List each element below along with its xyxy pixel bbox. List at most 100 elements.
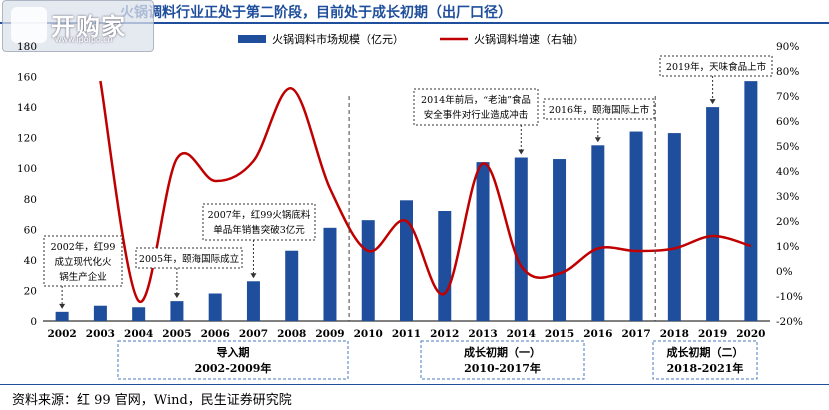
phase-name: 导入期 [217,345,250,359]
bar [285,250,299,321]
y-left-tick-label: 0 [30,316,37,328]
market-size-chart: 0 20 40 60 80 100 120 140 160 180 -20% -10% 0% 10% 20%… [17,32,803,380]
x-tick-label: 2020 [736,328,765,340]
bar [553,159,567,321]
x-tick-label: 2002 [48,328,77,340]
source-rule [0,384,829,385]
bar [323,227,337,321]
page-title: 火锅调料行业正处于第二阶段，目前处于成长初期（出厂口径） [120,5,512,21]
x-tick-label: 2009 [315,328,344,340]
bar [400,200,413,321]
bar [361,220,375,321]
annotation-box [659,55,773,77]
bar [132,307,146,321]
annotation-text: 2019年，天味食品上市 [666,61,767,73]
x-tick-label: 2019 [698,328,727,340]
x-tick-label: 2017 [621,328,650,340]
annotation-text: 2007年，红99火锅底料 [208,209,311,221]
y-right-tick-label: 20% [776,216,799,228]
x-tick-label: 2016 [583,328,612,340]
title-bar: 火锅调料行业正处于第二阶段，目前处于成长初期（出厂口径） [0,0,829,22]
annotation-text: 安全事件对行业造成冲击 [424,109,529,121]
y-left-tick-label: 20 [24,285,37,297]
bar [170,301,184,321]
bar [438,211,452,321]
y-right-tick-label: 50% [776,141,799,153]
phase-range: 2002-2009年 [195,361,272,375]
phase-box [117,340,349,380]
y-left-tick-label: 80 [24,194,37,206]
annotation-box [43,235,123,287]
annotation-arrow [59,303,66,309]
y-left-tick-label: 100 [17,163,37,175]
cart-icon [11,7,47,43]
bar [55,311,69,321]
x-tick-label: 2004 [124,328,153,340]
bar [476,162,490,321]
annotation-text: 2016年，颐海国际上市 [549,104,650,116]
annotation-arrow [518,149,525,155]
legend-swatch [238,35,266,43]
bar [629,131,643,321]
annotation-box [543,98,655,120]
x-tick-label: 2007 [239,328,268,340]
annotation-box [413,88,539,126]
y-right-tick-label: 0% [776,266,793,278]
y-right-tick-label: -10% [776,291,803,303]
phase-box [420,340,585,380]
phase-box [652,340,758,380]
phase-range: 2010-2017年 [464,361,541,375]
bar [93,305,107,321]
legend-label: 火锅调料市场规模（亿元） [272,32,404,46]
y-right-tick-label: 90% [776,41,799,53]
phase-name: 成长初期（二） [667,345,744,359]
y-right-tick-label: 30% [776,191,799,203]
y-left-tick-label: 40 [24,255,37,267]
y-right-tick-label: 10% [776,241,799,253]
y-right-tick-label: 70% [776,91,799,103]
annotation-box [202,203,316,241]
growth-line [99,80,752,303]
annotation-arrow [709,99,716,105]
y-right-tick-label: 80% [776,66,799,78]
x-tick-label: 2005 [162,328,191,340]
annotation-text: 锅生产企业 [59,271,107,283]
source-note: 资料来源：红 99 官网，Wind，民生证券研究院 [12,393,292,408]
title-rule [0,22,829,24]
annotation-text: 成立现代化火 [54,256,112,268]
x-tick-label: 2011 [392,328,421,340]
y-right-tick-label: -20% [776,316,803,328]
y-left-tick-label: 140 [17,102,37,114]
logo-text: 开购家 [51,13,126,41]
annotation-arrow [594,137,601,143]
y-right-tick-label: 60% [776,116,799,128]
annotation-arrow [173,293,180,299]
watermark-logo: 开购家 www.ipoipo.cn [2,0,154,52]
legend-label: 火锅调料增速（右轴） [474,32,584,46]
annotation-text: 2014年前后，“老油”食品 [421,94,531,106]
bar [667,133,681,321]
y-left-tick-label: 180 [17,41,37,53]
x-tick-label: 2003 [86,328,115,340]
x-tick-label: 2008 [277,328,306,340]
x-tick-label: 2012 [430,328,459,340]
bar [208,293,222,321]
bar [706,107,720,321]
y-left-tick-label: 160 [17,72,37,84]
annotation-text: 单品年销售突破3亿元 [213,224,305,236]
phase-name: 成长初期（一） [464,345,541,359]
x-tick-label: 2018 [660,328,689,340]
x-tick-label: 2015 [545,328,574,340]
x-tick-label: 2006 [201,328,230,340]
y-left-tick-label: 120 [17,133,37,145]
annotation-arrow [250,273,257,279]
annotation-box [135,247,243,269]
phase-range: 2018-2021年 [667,361,744,375]
bar [514,157,528,321]
annotation-text: 2002年，红99 [51,241,116,253]
y-right-tick-label: 40% [776,166,799,178]
bar [744,81,758,321]
y-left-tick-label: 60 [24,224,37,236]
x-tick-label: 2013 [468,328,497,340]
x-tick-label: 2010 [354,328,383,340]
